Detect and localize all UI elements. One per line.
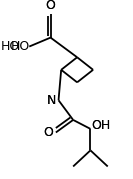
Bar [94,119,108,132]
Text: N: N [47,94,57,107]
Text: HO: HO [10,40,30,53]
Text: HO: HO [1,40,20,53]
Bar [48,94,55,107]
Bar [13,40,27,53]
Bar [47,0,54,12]
Text: O: O [46,0,55,12]
Text: N: N [47,94,57,107]
Text: O: O [43,126,53,139]
Text: OH: OH [92,119,111,132]
Text: OH: OH [92,119,111,132]
Bar [44,126,51,139]
Text: O: O [43,126,53,139]
Text: O: O [46,0,55,12]
